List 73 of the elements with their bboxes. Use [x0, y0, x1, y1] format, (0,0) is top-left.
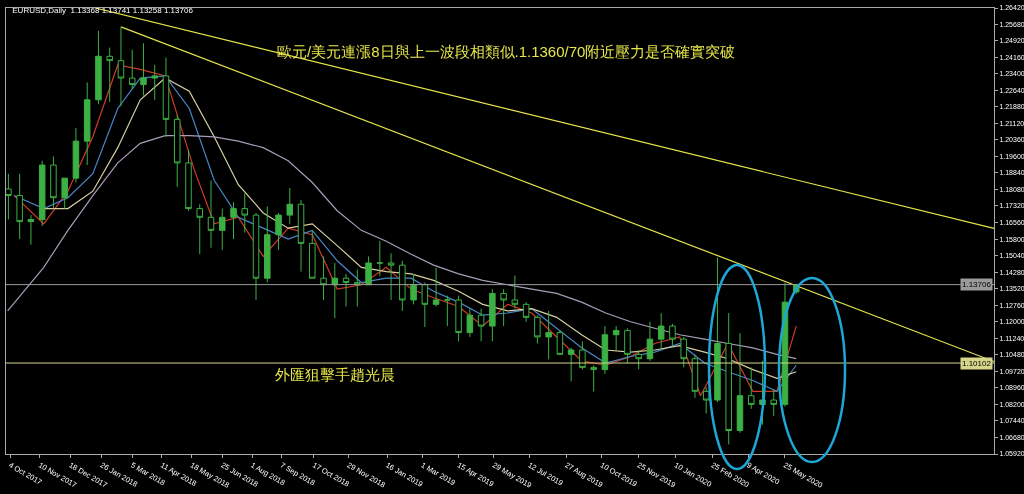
- candlestick: [534, 314, 541, 344]
- candlestick: [500, 288, 507, 327]
- candlestick: [264, 205, 271, 284]
- candlestick: [286, 187, 294, 225]
- candlestick: [16, 173, 23, 240]
- candlestick: [218, 208, 226, 251]
- candlestick: [173, 114, 181, 188]
- candlestick: [444, 295, 451, 327]
- ref-line-label: 1.10102: [962, 359, 992, 368]
- candlestick: [95, 30, 102, 105]
- line-series: [7, 135, 797, 360]
- candlestick: [27, 214, 35, 246]
- candlestick: [691, 353, 699, 399]
- candlestick: [646, 321, 654, 362]
- candlestick: [376, 240, 384, 277]
- candlestick: [331, 262, 339, 319]
- candlestick: [354, 269, 361, 307]
- candlestick: [657, 312, 665, 351]
- candlestick: [83, 81, 91, 166]
- candlestick: [511, 275, 519, 310]
- candlestick: [612, 325, 620, 351]
- candlestick: [207, 179, 215, 249]
- candlestick: [489, 288, 496, 342]
- candlestick: [410, 273, 417, 305]
- candlestick: [365, 255, 372, 286]
- candlestick: [680, 336, 687, 368]
- candlestick: [635, 349, 642, 370]
- candlestick: [387, 252, 395, 301]
- candlestick: [275, 212, 282, 251]
- candlestick: [579, 340, 586, 371]
- candlestick: [399, 260, 406, 312]
- candlestick: [545, 310, 552, 360]
- candlestick: [455, 295, 462, 342]
- candlestick: [38, 160, 46, 227]
- candlestick: [128, 49, 136, 90]
- candlestick: [601, 325, 609, 375]
- candlestick: [702, 386, 710, 415]
- candlestick: [432, 267, 440, 307]
- candlestick: [624, 327, 631, 364]
- candlestick: [196, 203, 203, 255]
- candlestick: [421, 282, 429, 328]
- candlestick: [140, 42, 147, 96]
- candlestick: [117, 26, 125, 107]
- candlestick: [50, 155, 57, 210]
- candlestick: [309, 229, 316, 279]
- candlestick: [556, 329, 564, 355]
- candlestick: [106, 47, 113, 103]
- candlestick: [185, 149, 192, 212]
- candlestick: [522, 301, 530, 323]
- candlestick: [567, 347, 575, 382]
- candlestick: [747, 366, 755, 410]
- candlestick: [770, 388, 777, 417]
- candlestick: [669, 323, 676, 347]
- candlestick: [297, 199, 305, 273]
- candlestick: [72, 127, 80, 183]
- candlestick: [714, 257, 721, 403]
- candlestick: [61, 177, 68, 210]
- candlestick: [230, 201, 237, 240]
- ref-line-label: 1.13706: [962, 280, 992, 289]
- chart-title: EURUSD,Daily 1.13368 1.13741 1.13258 1.13706: [12, 6, 194, 16]
- candlestick: [342, 273, 350, 307]
- candlestick: [736, 332, 744, 434]
- candlestick: [725, 312, 732, 445]
- candlestick: [151, 64, 158, 101]
- candlestick: [252, 212, 260, 301]
- candlestick: [590, 364, 597, 393]
- candlestick: [162, 57, 170, 138]
- candlestick: [241, 192, 249, 234]
- candlestick: [466, 308, 474, 338]
- candlestick: [320, 255, 327, 301]
- annotation: 外匯狙擊手趙光晨: [275, 366, 395, 383]
- candlestick: [6, 173, 12, 220]
- candlestick: [477, 308, 485, 342]
